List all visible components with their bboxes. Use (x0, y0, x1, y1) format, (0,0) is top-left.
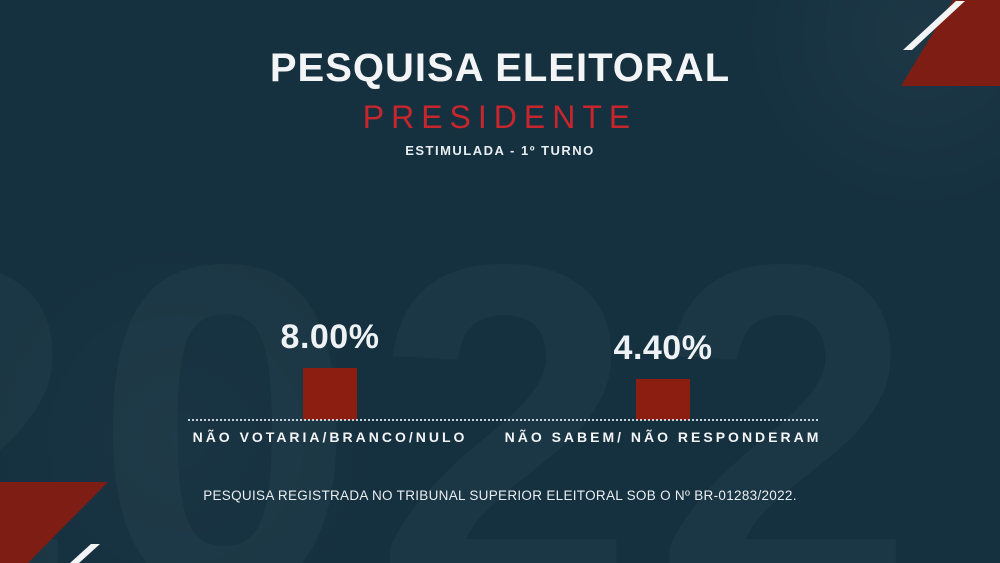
bar (636, 379, 690, 420)
poll-type-caption: ESTIMULADA - 1º TURNO (405, 143, 595, 158)
header: PESQUISA ELEITORAL PRESIDENTE ESTIMULADA… (0, 48, 1000, 157)
bottom-left-white-stripe (70, 544, 100, 563)
category-label: NÃO SABEM/ NÃO RESPONDERAM (504, 429, 822, 445)
bar-value-label: 8.00% (280, 318, 380, 356)
bar-column: 4.40% (490, 331, 836, 420)
bar-chart: 8.00% 4.40% (165, 320, 836, 420)
chart-baseline (188, 419, 818, 421)
bar (303, 368, 357, 420)
bottom-left-red-shape (0, 482, 108, 563)
page-subtitle: PRESIDENTE (362, 99, 638, 135)
page-title: PESQUISA ELEITORAL (269, 46, 731, 90)
bar-column: 8.00% (165, 320, 495, 420)
top-right-white-stripe (903, 1, 965, 50)
registration-footer: PESQUISA REGISTRADA NO TRIBUNAL SUPERIOR… (203, 488, 797, 503)
bar-value-label: 4.40% (613, 329, 713, 367)
category-label: NÃO VOTARIA/BRANCO/NULO (192, 429, 468, 445)
top-right-red-shape (901, 0, 1000, 86)
